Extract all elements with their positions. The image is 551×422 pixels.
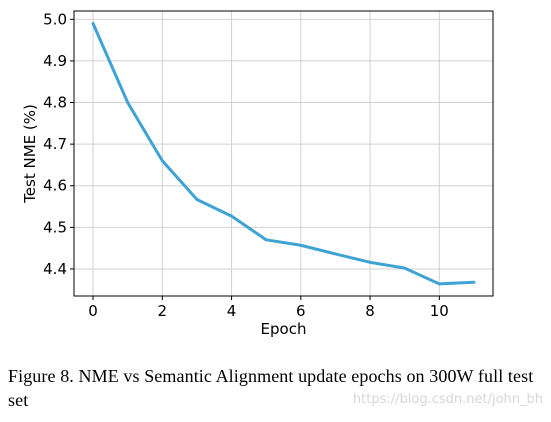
x-tick-label: 10 <box>430 302 449 320</box>
x-tick-label: 8 <box>365 302 375 320</box>
y-tick-label: 4.7 <box>43 135 67 153</box>
y-tick-label: 5.0 <box>43 10 67 28</box>
figure-caption: Figure 8. NME vs Semantic Alignment upda… <box>8 366 534 410</box>
y-axis-label: Test NME (%) <box>21 104 39 204</box>
y-tick-label: 4.8 <box>43 94 67 112</box>
x-tick-label: 6 <box>296 302 306 320</box>
y-tick-label: 4.6 <box>43 177 67 195</box>
x-axis-label: Epoch <box>261 320 307 338</box>
y-tick-label: 4.5 <box>43 218 67 236</box>
x-tick-label: 2 <box>158 302 168 320</box>
tick-labels: 0 2 4 6 8 10 4.4 4.5 4.6 4.7 4.8 4.9 5.0 <box>43 10 449 320</box>
x-tick-label: 0 <box>88 302 98 320</box>
series-layer <box>91 21 476 286</box>
y-tick-label: 4.9 <box>43 52 67 70</box>
plot-frame <box>73 10 494 297</box>
x-tick-label: 4 <box>227 302 237 320</box>
y-tick-label: 4.4 <box>43 260 67 278</box>
grid-lines <box>74 11 493 296</box>
nme-line-chart: 0 2 4 6 8 10 4.4 4.5 4.6 4.7 4.8 4.9 5.0 Epoch Test … <box>21 10 494 338</box>
watermark: https://blog.csdn.net/john_bh <box>352 392 543 407</box>
series-line <box>91 21 476 286</box>
